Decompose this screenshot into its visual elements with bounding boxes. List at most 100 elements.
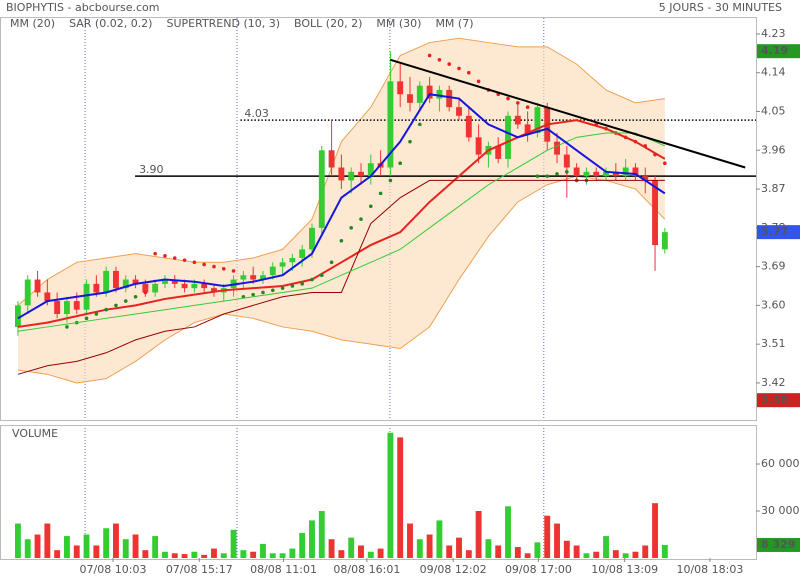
- volume-tick-label: 60 000: [761, 457, 800, 470]
- volume-bar: [505, 506, 511, 558]
- sar-dot: [319, 273, 324, 278]
- volume-bar: [426, 534, 433, 558]
- sar-dot: [447, 62, 452, 66]
- volume-bar: [612, 550, 619, 558]
- sar-dot: [329, 260, 334, 265]
- candle-body: [514, 115, 521, 125]
- volume-bar: [485, 539, 492, 558]
- sar-dot: [545, 174, 550, 178]
- price-marker-label: 3.38: [761, 393, 788, 406]
- candle-body: [436, 89, 443, 99]
- volume-bar: [514, 547, 521, 558]
- sar-dot: [565, 170, 569, 174]
- price-marker: [757, 225, 800, 240]
- sar-dot: [94, 312, 99, 316]
- volume-bar: [436, 520, 443, 558]
- volume-bar: [652, 503, 658, 558]
- candle-body: [456, 107, 462, 116]
- sar-dot: [427, 53, 432, 58]
- x-tick-label: 07/08 10:03: [80, 563, 147, 576]
- candle-body: [83, 283, 90, 310]
- x-tick-label: 10/08 18:03: [676, 563, 743, 576]
- y-tick-label: 4.05: [761, 104, 786, 117]
- x-tick-label: 09/08 12:02: [420, 563, 487, 576]
- candle-body: [573, 167, 580, 177]
- sar-dot: [202, 262, 206, 267]
- sar-dot: [476, 79, 481, 84]
- sar-dot: [300, 282, 304, 286]
- sar-dot: [163, 254, 167, 258]
- sar-dot: [506, 96, 510, 101]
- volume-bar: [269, 553, 276, 558]
- legend-item: MM (7): [435, 17, 473, 30]
- volume-bar: [289, 548, 296, 558]
- sar-dot: [290, 284, 295, 288]
- volume-bar: [142, 550, 149, 558]
- legend-item: SAR (0.02, 0.2): [69, 17, 152, 30]
- volume-bar: [524, 553, 531, 558]
- sar-dot: [349, 226, 353, 230]
- level-label: 4.03: [244, 107, 269, 120]
- candle-body: [171, 279, 178, 284]
- volume-bar: [622, 553, 629, 558]
- volume-bar: [103, 528, 110, 558]
- x-tick-label: 10/08 13:09: [591, 563, 658, 576]
- volume-bar: [162, 551, 168, 558]
- volume-bar: [260, 543, 266, 558]
- volume-bar: [152, 536, 159, 558]
- volume-title: VOLUME: [12, 427, 58, 440]
- candle-body: [260, 275, 266, 280]
- level-label: 3.90: [139, 163, 164, 176]
- volume-bar: [367, 551, 374, 558]
- candle-body: [534, 107, 541, 134]
- volume-bar: [456, 537, 462, 558]
- sar-dot: [182, 258, 187, 262]
- sar-dot: [65, 325, 69, 329]
- candle-body: [642, 176, 649, 181]
- sar-dot: [114, 303, 118, 308]
- candle-body: [358, 171, 364, 177]
- indicator-line: [17, 179, 665, 375]
- candle-body: [446, 89, 453, 108]
- volume-bar: [230, 529, 237, 558]
- candle-body: [328, 150, 335, 168]
- sar-dot: [172, 256, 177, 260]
- bollinger-lower: [17, 175, 666, 384]
- sar-dot: [123, 299, 128, 303]
- y-tick-label: 3.42: [761, 376, 786, 389]
- candle-body: [201, 283, 208, 289]
- candle-body: [289, 257, 296, 263]
- y-tick-label: 3.60: [761, 298, 786, 311]
- sar-dot: [192, 260, 197, 265]
- y-tick-label: 3.96: [761, 143, 786, 156]
- volume-bar: [348, 537, 355, 558]
- volume-bar: [93, 545, 100, 558]
- candle-body: [73, 301, 80, 310]
- volume-bar: [534, 542, 541, 558]
- volume-bar: [54, 550, 61, 558]
- candle-body: [387, 81, 394, 168]
- volume-bar: [583, 553, 590, 558]
- sar-dot: [378, 191, 383, 196]
- candle-body: [93, 283, 100, 293]
- candle-body: [524, 124, 531, 134]
- volume-bar: [83, 534, 90, 558]
- candle-body: [279, 262, 286, 267]
- candle-body: [632, 167, 639, 177]
- price-frame: [0, 17, 757, 421]
- sar-dot: [467, 70, 471, 75]
- volume-bar: [113, 523, 119, 558]
- sar-dot: [280, 286, 285, 290]
- trend-line: [390, 58, 746, 169]
- candle-body: [495, 145, 502, 159]
- volume-bar: [73, 545, 80, 558]
- candle-body: [416, 85, 423, 103]
- sar-dot: [251, 292, 255, 297]
- volume-bar: [495, 545, 502, 558]
- volume-bar: [661, 544, 668, 558]
- volume-bar: [64, 536, 70, 558]
- x-tick-label: 08/08 11:01: [250, 563, 317, 576]
- candle-body: [211, 288, 217, 293]
- candle-body: [240, 275, 247, 280]
